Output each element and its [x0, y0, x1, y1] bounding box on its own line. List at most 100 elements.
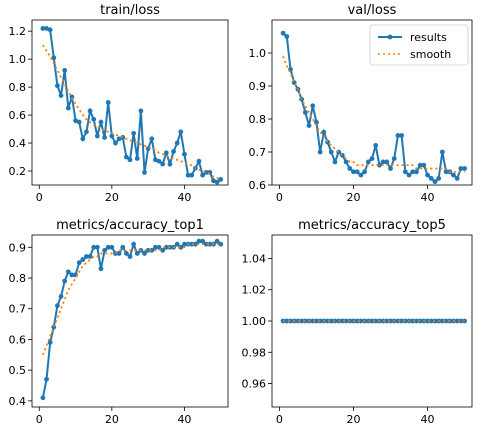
results-data-point: [325, 139, 330, 145]
results-data-point: [55, 303, 60, 309]
smooth-series-overlay: [42, 44, 222, 181]
x-tick-label: 0: [36, 413, 43, 425]
results-data-point: [399, 133, 405, 138]
results-data-point: [321, 129, 327, 135]
legend: results smooth: [369, 24, 469, 66]
results-data-point: [306, 123, 312, 128]
results-data-point: [127, 157, 133, 163]
results-data-point: [153, 157, 158, 163]
results-data-point: [284, 34, 290, 39]
results-data-point: [310, 103, 316, 109]
results-data-point: [123, 251, 129, 256]
results-data-point: [384, 318, 390, 324]
results-data-point: [182, 241, 187, 247]
results-data-point: [458, 318, 464, 324]
results-data-point: [395, 318, 401, 324]
results-data-point: [109, 133, 115, 139]
results-data-point: [134, 251, 140, 256]
results-data-point: [432, 179, 438, 185]
results-data-point: [207, 241, 213, 247]
results-data-point: [328, 318, 334, 324]
results-data-point: [402, 169, 408, 175]
x-tick-label: 40: [421, 413, 435, 425]
results-data-point: [116, 251, 122, 256]
results-data-point: [51, 55, 57, 61]
results-data-point: [200, 172, 205, 178]
results-data-point: [142, 170, 147, 175]
plot-area-frame: [31, 19, 229, 186]
results-data-point: [425, 318, 430, 324]
results-data-point: [451, 172, 456, 178]
legend-entry-smooth: smooth: [410, 48, 451, 61]
results-data-point: [384, 159, 390, 165]
panel-train-loss: train/loss 0 20 40 0.2 0.4 0.6 0.8 1.0 1.2: [9, 3, 229, 204]
x-tick-label: 40: [177, 191, 191, 204]
plot-area-frame: [271, 19, 473, 186]
y-tick-label: 0.6: [249, 179, 267, 192]
plot-area-frame: [31, 234, 229, 408]
results-data-point: [58, 93, 64, 98]
results-data-point: [76, 260, 82, 266]
panel-title: train/loss: [100, 3, 160, 18]
results-data-point: [113, 140, 118, 146]
smooth-series-overlay: [42, 243, 221, 356]
results-data-point: [76, 119, 82, 125]
results-data-point: [211, 178, 216, 184]
results-series-line: [41, 239, 222, 398]
results-data-point: [196, 238, 202, 244]
results-data-point: [178, 129, 184, 135]
y-tick-label: 0.7: [249, 146, 267, 159]
results-data-point: [109, 244, 115, 250]
results-data-point: [123, 154, 129, 160]
results-data-point: [358, 172, 364, 178]
panel-val-loss: val/loss 0 20 40 0.6 0.7 0.8 0.9 1.0 results smoot…: [249, 3, 473, 204]
results-data-point: [182, 151, 187, 157]
y-tick-label: 0.8: [9, 81, 27, 94]
results-data-point: [127, 254, 133, 259]
results-data-point: [369, 318, 375, 324]
results-data-point: [310, 318, 316, 324]
results-data-point: [443, 318, 449, 324]
results-data-point: [214, 238, 220, 244]
results-data-point: [44, 25, 49, 31]
results-data-point: [153, 244, 158, 250]
y-tick-label: 0.98: [242, 346, 267, 359]
results-data-point: [62, 278, 68, 284]
results-data-point: [44, 376, 49, 382]
x-tick-label: 20: [346, 191, 360, 204]
y-tick-label: 0.6: [9, 333, 27, 346]
results-data-point: [200, 238, 205, 244]
results-data-point: [395, 133, 401, 138]
x-tick-label: 0: [276, 191, 283, 204]
results-data-point: [196, 158, 202, 164]
results-data-point: [436, 176, 442, 181]
y-tick-label: 0.9: [9, 241, 27, 254]
legend-results-marker: [387, 34, 393, 40]
results-data-point: [105, 100, 111, 105]
results-data-point: [102, 247, 107, 253]
results-data-point: [351, 169, 356, 175]
results-data-point: [428, 176, 434, 181]
results-data-point: [377, 162, 382, 168]
results-data-point: [439, 318, 445, 324]
x-tick-label: 20: [346, 413, 360, 425]
results-data-point: [332, 159, 338, 165]
results-data-point: [207, 170, 213, 175]
results-data-point: [454, 318, 460, 324]
results-data-point: [163, 244, 169, 250]
x-tick-label: 20: [105, 413, 119, 425]
results-data-point: [163, 150, 169, 156]
x-tick-label: 0: [36, 191, 43, 204]
panel-title: val/loss: [348, 3, 397, 18]
results-data-point: [84, 129, 89, 135]
results-data-point: [458, 166, 464, 171]
y-tick-label: 1.0: [9, 53, 27, 66]
results-data-point: [299, 318, 305, 324]
y-tick-label: 0.5: [9, 364, 27, 377]
results-data-point: [388, 166, 393, 171]
results-data-point: [65, 269, 71, 275]
results-data-point: [373, 318, 379, 324]
results-data-point: [462, 166, 467, 171]
x-tick-label: 20: [105, 191, 119, 204]
results-data-point: [454, 176, 460, 181]
